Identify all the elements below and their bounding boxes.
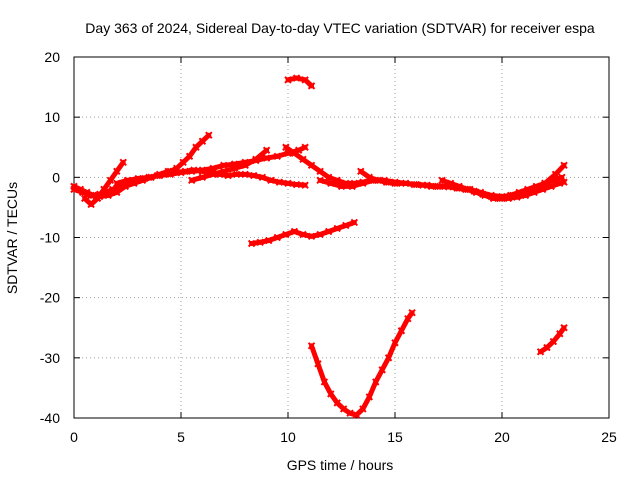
x-tick-label: 15: [387, 429, 403, 445]
data-point: [560, 178, 568, 186]
y-tick-label: -10: [40, 230, 60, 246]
data-point: [391, 179, 399, 188]
x-tick-label: 0: [70, 429, 78, 445]
series-track-j: [284, 74, 316, 90]
data-point: [558, 173, 566, 182]
data-point: [119, 158, 127, 166]
series-track-m: [536, 324, 568, 356]
data-point: [301, 143, 309, 151]
axis-ticks: 0 5 10 15 20 25 -40 -30 -20 -10 0 10 20: [40, 49, 617, 445]
x-axis-label: GPS time / hours: [287, 457, 394, 473]
series-track-l: [307, 309, 416, 419]
series-track-a: [70, 131, 213, 200]
data-segment: [309, 343, 321, 367]
y-axis-label: SDTVAR / TECUs: [4, 182, 20, 294]
data-point: [350, 218, 359, 227]
x-tick-label: 25: [601, 429, 617, 445]
y-tick-label: 0: [52, 169, 60, 185]
data-point: [408, 309, 416, 317]
series-track-c: [80, 158, 127, 209]
series-track-i: [438, 173, 566, 203]
x-tick-label: 10: [280, 429, 296, 445]
y-tick-label: 10: [44, 109, 60, 125]
y-tick-label: -30: [40, 350, 60, 366]
data-point: [205, 131, 213, 139]
data-segment: [386, 340, 398, 361]
data-point: [262, 146, 271, 154]
data-points: [70, 74, 568, 419]
y-tick-label: -20: [40, 290, 60, 306]
data-point: [560, 324, 568, 332]
series-track-k: [247, 218, 359, 248]
data-segment: [366, 379, 379, 400]
data-point: [307, 82, 316, 90]
y-tick-label: 20: [44, 49, 60, 65]
series-track-e: [187, 146, 271, 185]
y-tick-label: -40: [40, 410, 60, 426]
series-track-h: [357, 167, 399, 188]
data-point: [301, 181, 309, 189]
x-tick-label: 20: [494, 429, 510, 445]
data-point: [560, 161, 568, 170]
data-segment: [315, 361, 327, 385]
grid-lines: [74, 57, 609, 418]
x-tick-label: 5: [177, 429, 185, 445]
chart-title: Day 363 of 2024, Sidereal Day-to-day VTE…: [85, 20, 595, 36]
